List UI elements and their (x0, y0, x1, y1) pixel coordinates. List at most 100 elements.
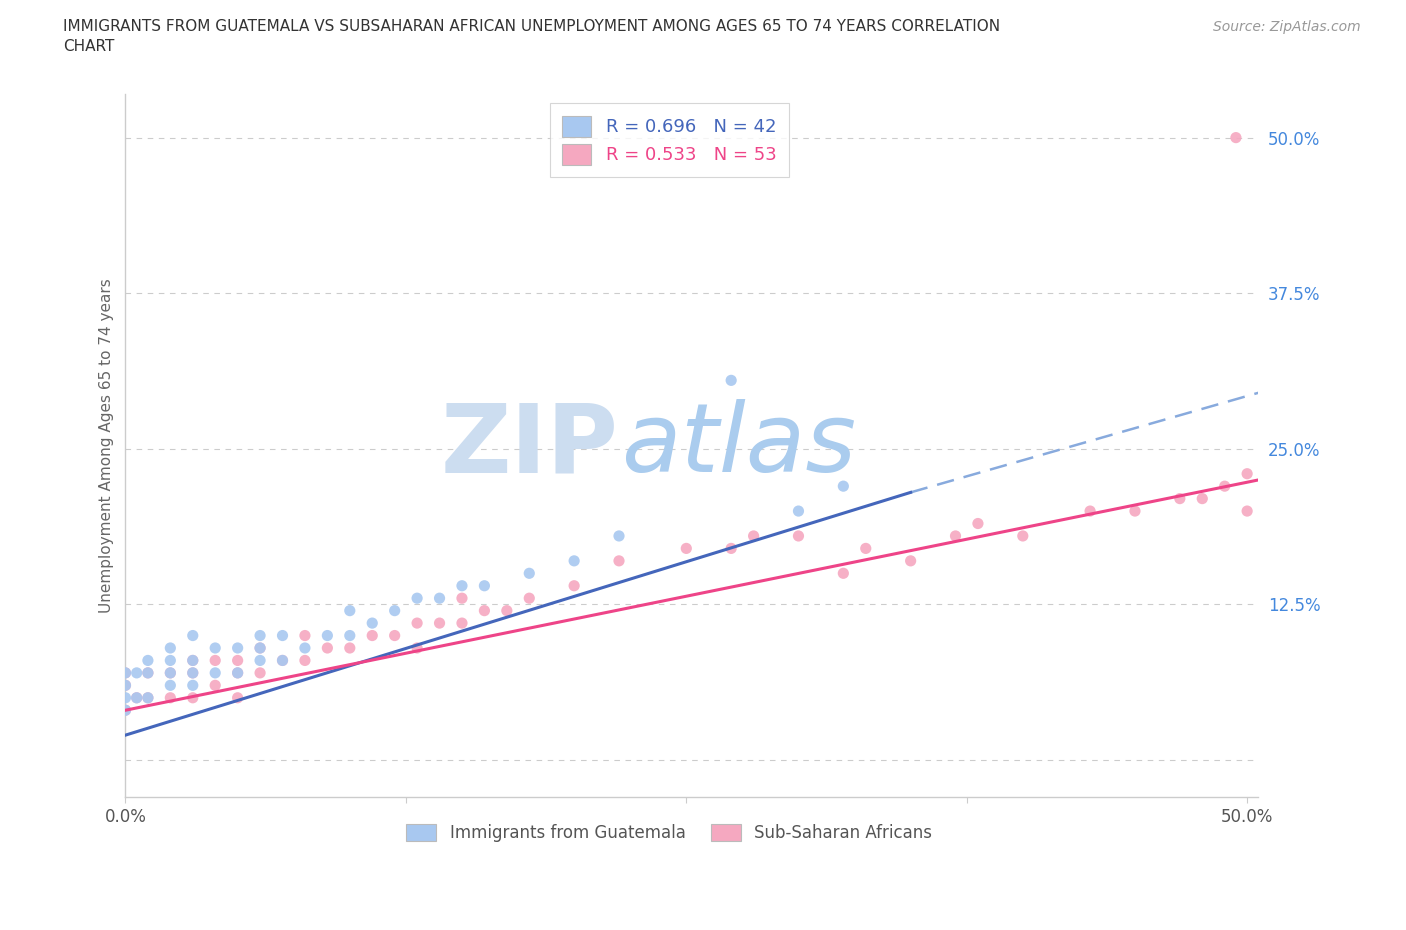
Point (517, 565, 540, 580)
Point (125, 690, 148, 705)
Point (607, 553, 630, 568)
Point (226, 653, 249, 668)
Point (607, 528, 630, 543)
Point (271, 653, 294, 668)
Point (181, 666, 204, 681)
Point (114, 690, 136, 705)
Point (316, 641, 339, 656)
Point (562, 553, 585, 568)
Point (249, 653, 271, 668)
Point (1236, 466, 1258, 481)
Point (136, 666, 159, 681)
Point (474, 604, 496, 618)
Point (136, 690, 159, 705)
Point (562, 578, 585, 593)
Point (159, 666, 181, 681)
Point (249, 666, 271, 681)
Point (294, 628, 316, 643)
Point (159, 653, 181, 668)
Point (361, 616, 384, 631)
Point (226, 690, 249, 705)
Point (204, 641, 226, 656)
Text: CHART: CHART (63, 39, 115, 54)
Point (114, 678, 136, 693)
Point (159, 641, 181, 656)
Point (1168, 491, 1191, 506)
Point (226, 666, 249, 681)
Point (742, 528, 765, 543)
Text: atlas: atlas (620, 399, 855, 492)
Point (1213, 479, 1236, 494)
Point (226, 641, 249, 656)
Point (294, 641, 316, 656)
Point (675, 541, 697, 556)
Point (114, 666, 136, 681)
Point (159, 678, 181, 693)
Point (384, 604, 406, 618)
Point (271, 628, 294, 643)
Point (1225, 130, 1247, 145)
Point (406, 616, 429, 631)
Point (181, 690, 204, 705)
Point (114, 678, 136, 693)
Point (125, 690, 148, 705)
Point (271, 653, 294, 668)
Point (339, 641, 361, 656)
Point (316, 628, 339, 643)
Point (429, 591, 451, 605)
Point (136, 653, 159, 668)
Point (1123, 504, 1146, 519)
Point (181, 666, 204, 681)
Point (406, 591, 429, 605)
Point (181, 653, 204, 668)
Point (159, 666, 181, 681)
Point (451, 578, 474, 593)
Point (204, 678, 226, 693)
Point (136, 690, 159, 705)
Point (384, 628, 406, 643)
Point (1191, 491, 1213, 506)
Text: ZIP: ZIP (440, 399, 619, 492)
Point (114, 703, 136, 718)
Point (294, 653, 316, 668)
Point (339, 604, 361, 618)
Point (720, 373, 742, 388)
Point (787, 504, 810, 519)
Point (900, 553, 922, 568)
Point (855, 541, 877, 556)
Point (1078, 504, 1101, 519)
Point (832, 479, 855, 494)
Point (451, 616, 474, 631)
Point (204, 666, 226, 681)
Point (249, 641, 271, 656)
Point (1236, 504, 1258, 519)
Point (451, 591, 474, 605)
Point (945, 528, 967, 543)
Point (249, 628, 271, 643)
Point (249, 641, 271, 656)
Point (406, 641, 429, 656)
Point (339, 628, 361, 643)
Point (967, 516, 990, 531)
Point (125, 666, 148, 681)
Point (720, 541, 742, 556)
Point (517, 591, 540, 605)
Point (181, 678, 204, 693)
Point (495, 604, 517, 618)
Text: IMMIGRANTS FROM GUATEMALA VS SUBSAHARAN AFRICAN UNEMPLOYMENT AMONG AGES 65 TO 74: IMMIGRANTS FROM GUATEMALA VS SUBSAHARAN … (63, 19, 1001, 33)
Text: Source: ZipAtlas.com: Source: ZipAtlas.com (1213, 20, 1361, 34)
Legend: Immigrants from Guatemala, Sub-Saharan Africans: Immigrants from Guatemala, Sub-Saharan A… (399, 817, 939, 849)
Point (1011, 528, 1033, 543)
Point (474, 578, 496, 593)
Point (361, 628, 384, 643)
Point (226, 666, 249, 681)
Point (181, 628, 204, 643)
Y-axis label: Unemployment Among Ages 65 to 74 years: Unemployment Among Ages 65 to 74 years (100, 278, 114, 613)
Point (181, 653, 204, 668)
Point (136, 666, 159, 681)
Point (832, 565, 855, 580)
Point (429, 616, 451, 631)
Point (114, 666, 136, 681)
Point (159, 690, 181, 705)
Point (204, 653, 226, 668)
